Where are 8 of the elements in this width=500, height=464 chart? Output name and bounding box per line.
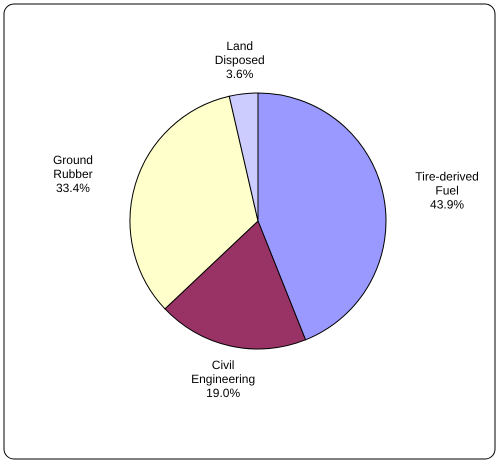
data-label: 19.0% [206, 386, 240, 400]
slice-label: Civil Engineering [191, 358, 256, 386]
slice-label: Ground Rubber [52, 153, 93, 182]
data-label: 33.4% [56, 181, 90, 196]
data-label: 3.6% [226, 67, 254, 82]
data-label: 43.9% [430, 197, 464, 212]
slice-label: Land Disposed [214, 39, 265, 68]
slice-label: Tire-derived Fuel [415, 169, 479, 198]
